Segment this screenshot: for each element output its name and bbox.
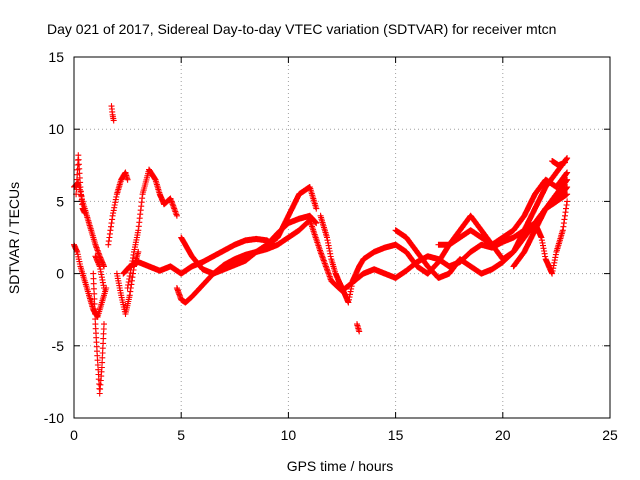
series-track-6 [108,103,117,124]
y-tick-label: 10 [48,121,64,137]
x-tick-label: 15 [388,427,404,443]
y-tick-label: 15 [48,49,64,65]
data-point-markers [173,176,571,306]
y-tick-labels: -10 -5 0 5 10 15 [44,49,64,426]
x-tick-label: 0 [70,427,78,443]
series-track-21 [549,158,568,169]
data-point-markers [105,169,131,248]
axis-ticks [73,56,611,419]
series-track-20 [532,198,571,277]
series-track-2 [71,241,110,320]
series-track-16 [354,321,363,335]
data-point-markers [354,321,363,335]
x-tick-label: 20 [495,427,511,443]
chart-title: Day 021 of 2017, Sidereal Day-to-day VTE… [47,21,556,37]
data-point-markers [71,241,110,320]
data-point-markers [124,166,180,291]
series-track-7 [105,169,131,248]
y-tick-label: -10 [44,410,64,426]
gridlines [74,57,610,418]
data-point-markers [120,235,277,277]
y-tick-label: 0 [56,266,64,282]
data-point-markers [73,152,88,216]
data-point-markers [435,169,571,248]
x-tick-labels: 0 5 10 15 20 25 [70,427,618,443]
series-track-13 [264,184,320,248]
x-tick-label: 25 [602,427,618,443]
series-track-5 [92,253,107,291]
data-points [71,103,571,397]
data-point-markers [532,198,571,277]
series-track-9 [124,166,180,291]
data-point-markers [317,212,363,306]
series-track-3 [73,152,88,216]
data-point-markers [549,158,568,169]
x-tick-label: 5 [177,427,185,443]
series-track-14 [317,212,363,306]
data-point-markers [90,270,107,397]
series-track-10 [120,235,277,277]
series-track-18 [435,169,571,248]
data-point-markers [108,103,117,124]
y-tick-label: -5 [52,338,65,354]
y-tick-label: 5 [56,193,64,209]
y-axis-label: SDTVAR / TECUs [6,182,22,294]
series-track-4 [90,270,107,397]
data-point-markers [92,253,107,291]
data-point-markers [178,212,320,277]
x-tick-label: 10 [281,427,297,443]
series-track-11 [173,176,571,306]
plot-frame [73,56,611,419]
series-track-12 [178,212,320,277]
data-point-markers [264,184,320,248]
x-axis-label: GPS time / hours [287,458,394,474]
